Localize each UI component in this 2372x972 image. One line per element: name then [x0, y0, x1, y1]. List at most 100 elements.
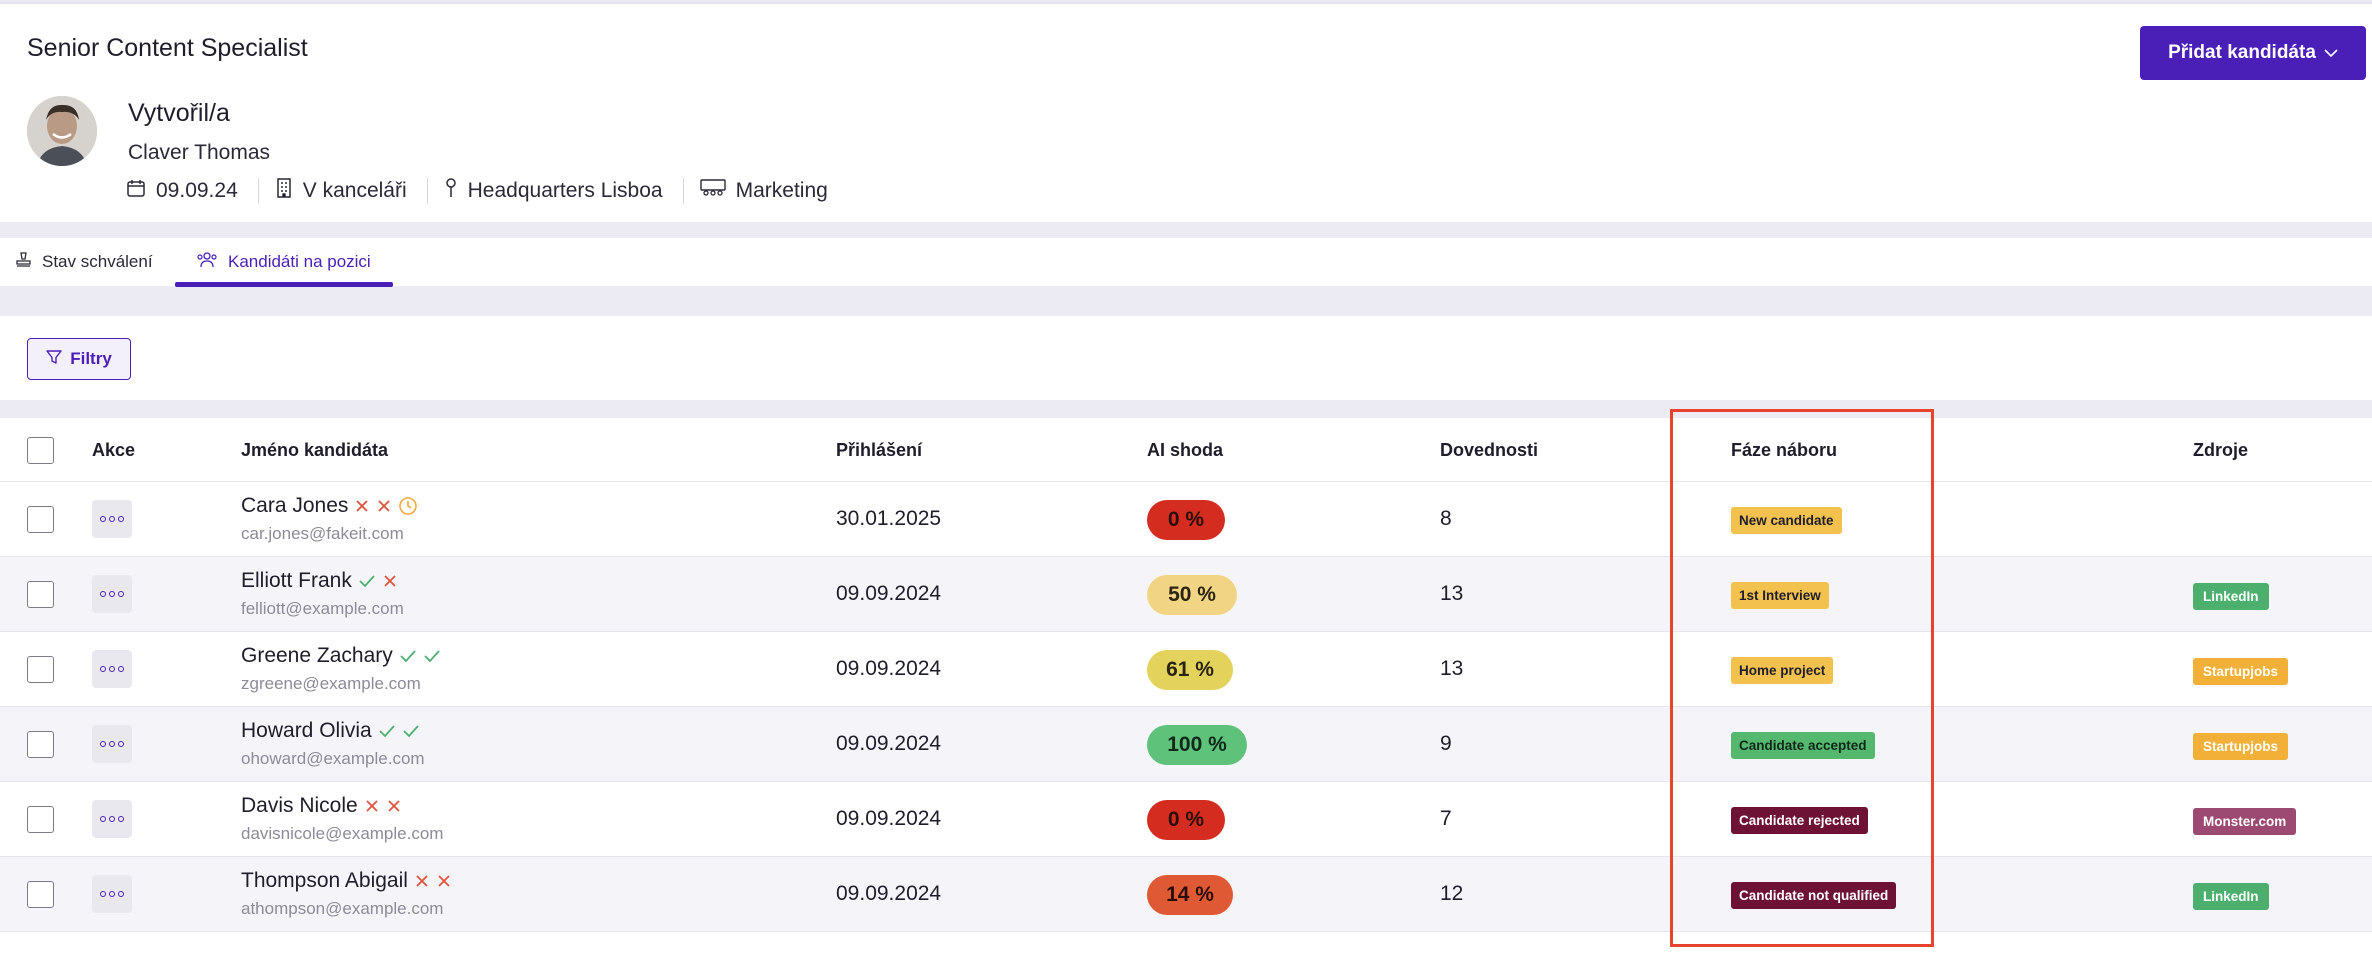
cross-icon — [376, 498, 392, 514]
cross-icon — [354, 498, 370, 514]
tab-approval-status[interactable]: Stav schválení — [15, 238, 153, 286]
phase-badge[interactable]: 1st Interview — [1731, 582, 1829, 609]
applied-date: 09.09.2024 — [836, 882, 942, 905]
page-title: Senior Content Specialist — [27, 34, 308, 62]
row-actions-button[interactable] — [92, 875, 132, 913]
add-candidate-button[interactable]: Přidat kandidáta — [2140, 26, 2366, 80]
ai-match-badge: 50 % — [1147, 575, 1237, 615]
source-badge: Startupjobs — [2193, 733, 2289, 760]
candidate-name-line: Davis Nicole — [241, 794, 402, 818]
meta-date-text: 09.09.24 — [156, 179, 238, 202]
skills-count: 8 — [1440, 507, 1452, 530]
cross-icon — [414, 873, 430, 889]
candidate-email: davisnicole@example.com — [241, 824, 444, 843]
col-name[interactable]: Jméno kandidáta — [241, 440, 389, 460]
applied-date: 09.09.2024 — [836, 657, 942, 680]
chevron-down-icon — [2324, 45, 2338, 61]
candidate-name[interactable]: Elliott Frank — [241, 569, 352, 592]
meta-date: 09.09.24 — [126, 178, 259, 204]
row-actions-button[interactable] — [92, 650, 132, 688]
candidate-name[interactable]: Howard Olivia — [241, 719, 372, 742]
table-row[interactable]: Thompson Abigail athompson@example.com 09.… — [0, 857, 2372, 932]
ai-match-badge: 0 % — [1147, 800, 1225, 840]
col-ai-match[interactable]: AI shoda — [1147, 440, 1224, 460]
check-icon — [402, 723, 420, 739]
col-phase[interactable]: Fáze náboru — [1731, 440, 1838, 460]
applied-date: 09.09.2024 — [836, 582, 942, 605]
skills-count: 7 — [1440, 807, 1452, 830]
source-badge: LinkedIn — [2193, 583, 2269, 610]
meta-department-text: Marketing — [735, 179, 828, 202]
select-all-checkbox[interactable] — [27, 437, 54, 464]
cross-icon — [382, 573, 398, 589]
calendar-icon — [126, 178, 146, 204]
col-skills[interactable]: Dovednosti — [1440, 440, 1539, 460]
phase-badge[interactable]: Candidate rejected — [1731, 807, 1868, 834]
phase-badge[interactable]: Home project — [1731, 657, 1834, 684]
table-row[interactable]: Greene Zachary zgreene@example.com 09.09.2… — [0, 632, 2372, 707]
row-actions-button[interactable] — [92, 575, 132, 613]
phase-badge[interactable]: Candidate not qualified — [1731, 882, 1897, 909]
meta-workplace-text: V kanceláři — [302, 179, 407, 202]
candidate-name[interactable]: Cara Jones — [241, 494, 349, 517]
applied-date: 09.09.2024 — [836, 807, 942, 830]
candidate-email: felliott@example.com — [241, 599, 404, 618]
row-checkbox[interactable] — [27, 506, 54, 533]
candidate-email: car.jones@fakeit.com — [241, 524, 404, 543]
row-checkbox[interactable] — [27, 806, 54, 833]
table-row[interactable]: Cara Jones car.jones@fakeit.com 30.01.2025… — [0, 482, 2372, 557]
tab-candidates[interactable]: Kandidáti na pozici — [196, 238, 371, 286]
col-sources[interactable]: Zdroje — [2193, 440, 2249, 460]
cross-icon — [436, 873, 452, 889]
ai-match-badge: 61 % — [1147, 650, 1233, 690]
stamp-icon — [15, 251, 32, 273]
clock-icon — [398, 496, 418, 516]
check-icon — [399, 648, 417, 664]
phase-badge[interactable]: Candidate accepted — [1731, 732, 1875, 759]
check-icon — [358, 573, 376, 589]
table-row[interactable]: Davis Nicole davisnicole@example.com 09.09… — [0, 782, 2372, 857]
row-actions-button[interactable] — [92, 725, 132, 763]
applied-date: 30.01.2025 — [836, 507, 942, 530]
users-icon — [196, 251, 218, 273]
candidate-name-line: Greene Zachary — [241, 644, 441, 668]
candidate-name[interactable]: Thompson Abigail — [241, 869, 408, 892]
row-checkbox[interactable] — [27, 881, 54, 908]
building-icon — [275, 177, 293, 205]
check-icon — [423, 648, 441, 664]
tab-bar: Stav schválení Kandidáti na pozici — [0, 238, 2372, 287]
ai-match-badge: 0 % — [1147, 500, 1225, 540]
cross-icon — [386, 798, 402, 814]
candidate-name-line: Thompson Abigail — [241, 869, 452, 893]
filters-label: Filtry — [70, 349, 112, 368]
row-checkbox[interactable] — [27, 656, 54, 683]
candidate-email: zgreene@example.com — [241, 674, 421, 693]
table-row[interactable]: Howard Olivia ohoward@example.com 09.09.20… — [0, 707, 2372, 782]
candidates-table: Akce Jméno kandidáta Přihlášení AI shoda… — [0, 418, 2372, 972]
row-actions-button[interactable] — [92, 800, 132, 838]
skills-count: 9 — [1440, 732, 1452, 755]
creator-name: Claver Thomas — [128, 141, 270, 164]
tab-candidates-label: Kandidáti na pozici — [228, 252, 371, 271]
phase-badge[interactable]: New candidate — [1731, 507, 1842, 534]
source-badge: LinkedIn — [2193, 883, 2269, 910]
candidate-name[interactable]: Greene Zachary — [241, 644, 393, 667]
row-checkbox[interactable] — [27, 731, 54, 758]
row-actions-button[interactable] — [92, 500, 132, 538]
candidate-name[interactable]: Davis Nicole — [241, 794, 358, 817]
pin-icon — [444, 177, 458, 205]
cross-icon — [364, 798, 380, 814]
col-applied[interactable]: Přihlášení — [836, 440, 923, 460]
table-row[interactable]: Elliott Frank felliott@example.com 09.09.2… — [0, 557, 2372, 632]
skills-count: 13 — [1440, 582, 1464, 605]
row-checkbox[interactable] — [27, 581, 54, 608]
ai-match-badge: 14 % — [1147, 875, 1233, 915]
filters-button[interactable]: Filtry — [27, 338, 131, 380]
skills-count: 12 — [1440, 882, 1464, 905]
meta-location: Headquarters Lisboa — [444, 178, 684, 204]
candidate-name-line: Elliott Frank — [241, 569, 398, 593]
source-badge: Monster.com — [2193, 808, 2297, 835]
funnel-icon — [46, 349, 62, 370]
table-header: Akce Jméno kandidáta Přihlášení AI shoda… — [0, 418, 2372, 482]
avatar — [27, 96, 97, 166]
